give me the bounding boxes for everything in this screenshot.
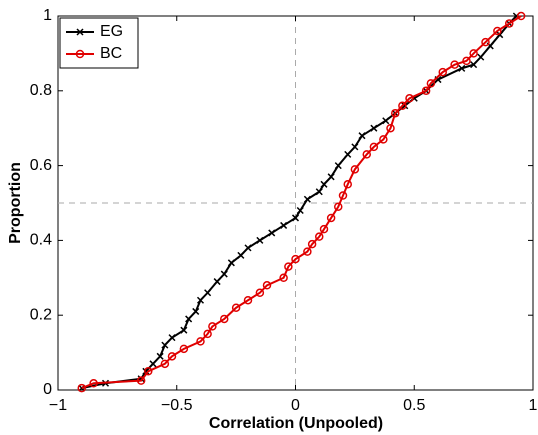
data-point bbox=[401, 102, 409, 110]
data-point bbox=[296, 206, 304, 215]
data-point bbox=[450, 60, 459, 69]
data-point bbox=[196, 296, 205, 304]
data-point bbox=[382, 117, 390, 125]
x-tick-label: −0.5 bbox=[161, 397, 193, 414]
data-point bbox=[291, 214, 300, 222]
data-point bbox=[136, 376, 146, 385]
data-point bbox=[398, 101, 407, 111]
data-point bbox=[303, 195, 311, 203]
x-tick-label: 0.5 bbox=[403, 397, 425, 414]
data-point bbox=[204, 289, 212, 297]
data-point bbox=[220, 270, 228, 278]
data-point bbox=[244, 244, 252, 252]
data-point bbox=[493, 26, 502, 36]
data-point bbox=[343, 180, 352, 189]
data-point bbox=[284, 262, 293, 271]
x-tick-label: 1 bbox=[529, 397, 538, 414]
data-point bbox=[315, 188, 323, 196]
data-point bbox=[303, 247, 312, 256]
legend-label: EG bbox=[100, 23, 123, 40]
y-tick-label: 1 bbox=[43, 7, 52, 24]
data-point bbox=[161, 341, 169, 349]
data-point bbox=[481, 37, 490, 47]
data-point bbox=[243, 295, 253, 305]
legend bbox=[59, 17, 139, 69]
data-point bbox=[185, 315, 193, 323]
data-point bbox=[203, 329, 212, 339]
legend-label: BC bbox=[100, 45, 122, 62]
data-point bbox=[77, 383, 86, 393]
data-point bbox=[227, 259, 235, 267]
data-point bbox=[237, 251, 245, 259]
legend-marker bbox=[75, 49, 85, 59]
series-line bbox=[81, 15, 522, 390]
data-point bbox=[144, 367, 153, 376]
data-point bbox=[338, 191, 348, 200]
data-point bbox=[470, 61, 478, 69]
data-point bbox=[334, 162, 342, 170]
y-axis-label: Proportion bbox=[7, 162, 24, 244]
data-point bbox=[89, 379, 98, 388]
data-point bbox=[149, 360, 157, 368]
data-point bbox=[327, 173, 335, 181]
y-tick-label: 0.8 bbox=[30, 82, 52, 99]
data-point bbox=[156, 352, 164, 360]
data-point bbox=[438, 67, 447, 77]
data-point bbox=[421, 86, 431, 96]
data-point bbox=[334, 202, 343, 211]
data-point bbox=[160, 359, 170, 369]
data-point bbox=[167, 352, 177, 361]
data-point bbox=[196, 337, 205, 346]
data-point bbox=[256, 236, 264, 244]
data-point bbox=[279, 273, 288, 283]
data-point bbox=[386, 123, 395, 133]
data-point bbox=[351, 143, 359, 151]
data-point bbox=[168, 334, 176, 342]
x-tick-label: 0 bbox=[291, 397, 300, 414]
y-tick-label: 0.2 bbox=[30, 306, 52, 323]
y-tick-label: 0 bbox=[43, 381, 52, 398]
data-point bbox=[391, 108, 400, 118]
data-point bbox=[213, 278, 221, 286]
data-point bbox=[320, 180, 328, 188]
data-point bbox=[180, 326, 188, 334]
data-point bbox=[220, 314, 229, 324]
data-point bbox=[208, 322, 217, 331]
data-point bbox=[477, 53, 485, 61]
data-point bbox=[426, 79, 436, 88]
data-point bbox=[370, 124, 378, 132]
data-point bbox=[458, 64, 466, 72]
data-point bbox=[496, 31, 504, 39]
data-point bbox=[179, 344, 189, 354]
data-point bbox=[307, 239, 317, 249]
data-point bbox=[350, 165, 360, 174]
data-point bbox=[505, 19, 514, 28]
data-point bbox=[516, 11, 526, 21]
data-point bbox=[280, 221, 288, 229]
data-point bbox=[405, 94, 414, 103]
data-point bbox=[469, 49, 478, 58]
data-point bbox=[344, 150, 352, 158]
data-point bbox=[369, 142, 379, 152]
data-point bbox=[255, 288, 265, 298]
x-axis-label: Correlation (Unpooled) bbox=[209, 415, 383, 432]
data-point bbox=[231, 303, 241, 312]
data-point bbox=[362, 150, 371, 159]
legend-marker bbox=[76, 28, 84, 36]
data-point bbox=[291, 254, 300, 264]
y-tick-label: 0.6 bbox=[30, 157, 52, 174]
data-point bbox=[319, 224, 329, 234]
data-point bbox=[315, 232, 324, 241]
data-point bbox=[268, 229, 276, 237]
data-point bbox=[192, 307, 200, 315]
data-point bbox=[358, 132, 366, 140]
x-tick-label: −1 bbox=[49, 397, 67, 414]
data-point bbox=[262, 281, 272, 290]
data-point bbox=[326, 213, 336, 223]
y-tick-label: 0.4 bbox=[30, 232, 52, 249]
data-point bbox=[379, 135, 388, 144]
data-point bbox=[462, 56, 471, 66]
